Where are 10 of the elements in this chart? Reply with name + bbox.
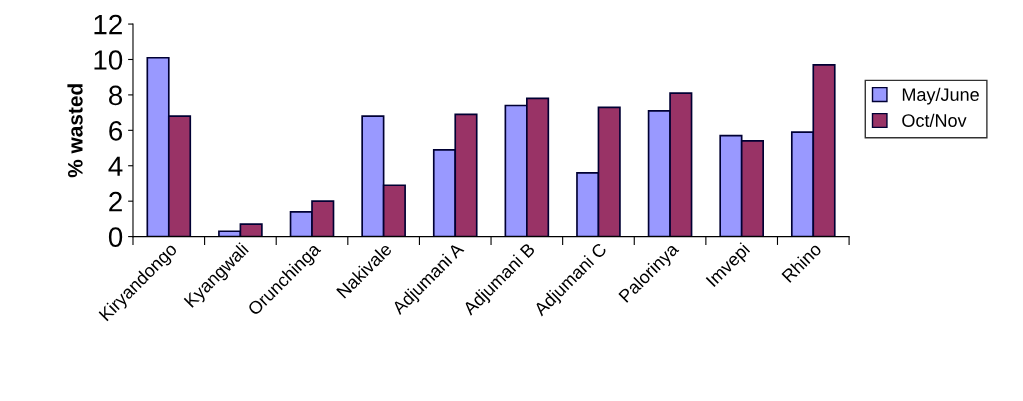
legend-label: Oct/Nov	[902, 113, 967, 127]
y-tick-label: 2	[109, 191, 122, 212]
y-tick-label: 6	[109, 120, 123, 141]
y-tick-label: 10	[94, 50, 123, 70]
y-tick-label: 8	[109, 85, 123, 106]
y-tick-label: 0	[108, 227, 123, 247]
y-axis-title: % wasted	[67, 84, 83, 178]
y-tick-label: 12	[94, 14, 122, 35]
y-tick-label: 4	[108, 156, 123, 176]
legend-label: May/June	[902, 87, 979, 105]
